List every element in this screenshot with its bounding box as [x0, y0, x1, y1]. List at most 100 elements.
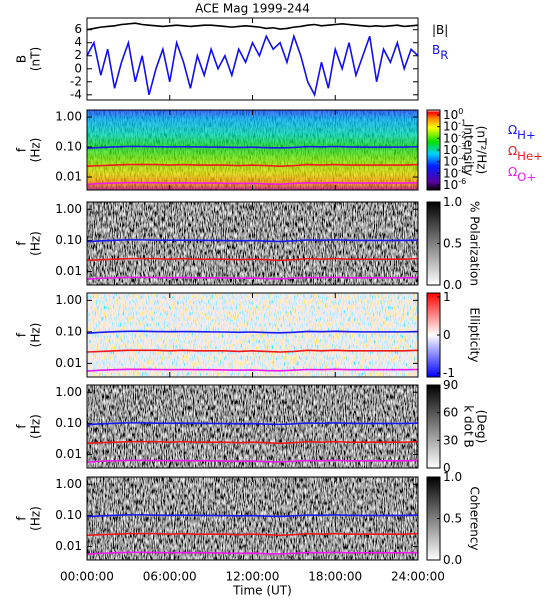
y-axis-label: (nT): [29, 47, 43, 71]
legend-name: Ω: [508, 123, 517, 137]
colorbar-tick-exponent: -2: [458, 130, 466, 139]
colorbar-label: Coherency: [468, 486, 482, 550]
y-axis-label: f: [15, 424, 29, 429]
spectrogram-image: [87, 477, 418, 560]
colorbar-tick-label: 10-5: [443, 165, 466, 180]
colorbar-tick-label: 1.0: [443, 470, 462, 484]
legend-subscript: O+: [517, 170, 536, 184]
y-tick-label: 0.10: [55, 140, 82, 154]
colorbar-tick-label: 90: [443, 378, 458, 392]
series-line: [86, 276, 419, 280]
y-tick-label: 6: [74, 22, 82, 36]
y-tick-label: 0: [74, 61, 82, 75]
series-line: [86, 532, 419, 537]
colorbar-tick-label: 10-4: [443, 153, 466, 168]
legend-entry: |B|: [432, 23, 448, 37]
spectrogram-image: [87, 385, 418, 468]
y-axis-label: (Hz): [29, 231, 43, 256]
colorbar-label: (Deg): [475, 410, 489, 444]
y-tick-label: 0.01: [55, 170, 82, 184]
x-tick-label: 24:00:00: [391, 570, 445, 584]
y-tick-label: 1.00: [55, 477, 82, 491]
legend-entry: ΩH+: [508, 123, 536, 142]
colorbar-tick-base: 10: [443, 177, 458, 191]
colorbar-tick-exponent: -4: [458, 153, 466, 162]
plot-frame: [86, 476, 419, 561]
colorbar-tick-base: 10: [443, 108, 458, 122]
series-line: [86, 368, 419, 372]
colorbar-tick-label: 0.0: [443, 553, 462, 567]
colorbar-tick-base: 30: [443, 433, 458, 447]
colorbar-tick-label: 1: [443, 289, 451, 303]
y-tick-label: 0.01: [55, 539, 82, 553]
y-axis-label: (Hz): [29, 414, 43, 439]
y-axis-label: f: [15, 241, 29, 246]
y-tick-label: 0.01: [55, 447, 82, 461]
legend-subscript: R: [440, 48, 448, 62]
x-tick-label: 00:00:00: [60, 570, 114, 584]
x-axis-label: Time (UT): [232, 584, 292, 598]
series-line: [86, 257, 419, 262]
colorbar-label: (nT²/Hz): [475, 126, 489, 174]
y-tick-label: 1.00: [55, 109, 82, 123]
colorbar-tick-base: -1: [443, 366, 455, 380]
legend-entry: BR: [432, 43, 448, 62]
colorbar-tick-base: 60: [443, 405, 458, 419]
spectrogram-image: [87, 202, 418, 285]
series-line: [86, 514, 419, 518]
plot-frame: [86, 109, 419, 191]
colorbar-tick-base: 0: [443, 328, 451, 342]
y-axis-label: f: [15, 332, 29, 337]
y-tick-label: 0.01: [55, 356, 82, 370]
series-line: [86, 239, 419, 243]
series-line: [86, 330, 419, 334]
colorbar-tick-base: 10: [443, 154, 458, 168]
plot-frame: [86, 384, 419, 469]
plot-frame: [86, 17, 419, 101]
y-tick-label: 0.10: [55, 508, 82, 522]
colorbar-label: Intensity: [462, 124, 476, 176]
colorbar-tick-label: 1.0: [443, 195, 462, 209]
colorbar-tick-exponent: -5: [458, 165, 466, 174]
legend-name: Ω: [508, 165, 517, 179]
colorbar-tick-label: 10-6: [443, 176, 466, 191]
colorbar-tick-base: 1.0: [443, 470, 462, 484]
colorbar-label: Ellipticity: [468, 308, 482, 363]
legend-name: B: [432, 43, 440, 57]
colorbar-tick-label: 0.5: [443, 511, 462, 525]
series-line: [86, 33, 419, 98]
series-line: [86, 22, 419, 31]
legend-subscript: He+: [517, 149, 543, 163]
legend-entry: ΩHe+: [508, 144, 543, 163]
y-tick-label: 0.10: [55, 324, 82, 338]
colorbar-tick-label: 0.0: [443, 278, 462, 292]
series-line: [86, 181, 419, 186]
series-line: [86, 440, 419, 445]
y-axis-label: f: [15, 147, 29, 152]
colorbar-tick-base: 1.0: [443, 195, 462, 209]
y-tick-label: 0.01: [55, 264, 82, 278]
colorbar-tick-label: 30: [443, 433, 458, 447]
colorbar-tick-label: -1: [443, 366, 455, 380]
colorbar-tick-base: 0.0: [443, 553, 462, 567]
legend-name: |B|: [432, 23, 448, 37]
series-line: [86, 459, 419, 463]
colorbar-tick-label: 10-3: [443, 141, 466, 156]
colorbar-tick-exponent: -1: [458, 118, 466, 127]
colorbar-tick-base: 0.0: [443, 278, 462, 292]
y-tick-label: 2: [74, 48, 82, 62]
y-axis-label: B: [15, 55, 29, 63]
plot-frame: [86, 201, 419, 286]
spectrogram-image: [87, 293, 418, 377]
colorbar-tick-exponent: -3: [458, 141, 466, 150]
y-tick-label: 1.00: [55, 293, 82, 307]
colorbar-tick-base: 0.5: [443, 236, 462, 250]
colorbar-tick-label: 100: [443, 107, 463, 122]
series-line: [86, 145, 419, 150]
series-line: [86, 551, 419, 555]
series-line: [86, 163, 419, 167]
colorbar-tick-base: 10: [443, 142, 458, 156]
colorbar-tick-label: 10-2: [443, 130, 466, 145]
plot-frame: [86, 292, 419, 378]
